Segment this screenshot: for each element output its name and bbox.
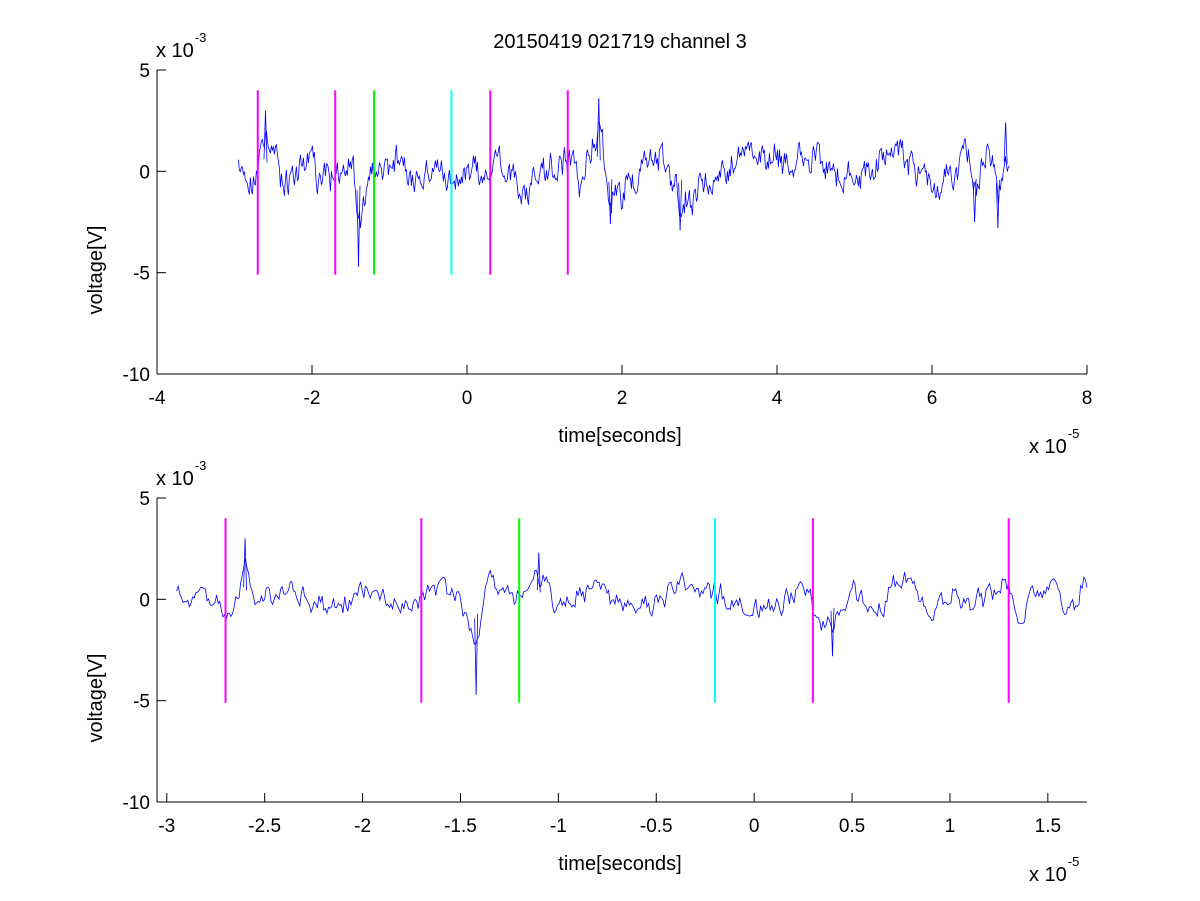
x-exponent-power: -5 <box>1068 426 1080 441</box>
x-tick-label: 1.5 <box>1035 816 1061 837</box>
figure-title: 20150419 021719 channel 3 <box>493 31 747 53</box>
y-tick-label: -5 <box>133 264 150 285</box>
y-tick-label: -10 <box>123 365 150 386</box>
trace-spike <box>608 181 611 225</box>
x-tick-label: -1 <box>550 816 567 837</box>
x-exponent-label: x 10 <box>1029 436 1067 458</box>
x-tick-label: 6 <box>927 388 938 409</box>
x-axis-label: time[seconds] <box>558 853 681 875</box>
x-exponent-label: x 10 <box>1029 864 1067 886</box>
y-tick-label: -5 <box>133 692 150 713</box>
x-tick-label: 4 <box>772 388 783 409</box>
x-tick-label: -2 <box>304 388 321 409</box>
y-axis-label: voltage[V] <box>85 226 107 315</box>
x-tick-label: -3 <box>158 816 175 837</box>
trace-spike <box>609 179 613 225</box>
trace-spike <box>997 179 1000 229</box>
voltage-trace <box>176 558 1088 645</box>
x-tick-label: 0 <box>749 816 760 837</box>
y-tick-label: 0 <box>139 590 150 611</box>
trace-spike <box>1003 122 1007 162</box>
x-tick-label: -2.5 <box>248 816 281 837</box>
y-exponent-label: x 10 <box>156 468 194 490</box>
x-tick-label: 1 <box>945 816 956 837</box>
trace-spike <box>832 607 835 657</box>
trace-spike <box>265 110 268 163</box>
trace-spike <box>830 610 833 657</box>
y-exponent-label: x 10 <box>156 40 194 62</box>
x-tick-label: -1.5 <box>444 816 477 837</box>
x-tick-label: 0.5 <box>839 816 865 837</box>
y-tick-label: -10 <box>123 793 150 814</box>
trace-spike <box>972 181 976 223</box>
y-tick-label: 5 <box>139 489 150 510</box>
x-exponent-power: -5 <box>1068 854 1080 869</box>
trace-spike <box>356 190 359 267</box>
trace-spike <box>474 618 477 695</box>
x-tick-label: 0 <box>462 388 473 409</box>
trace-spike <box>536 552 540 591</box>
y-tick-label: 0 <box>139 162 150 183</box>
trace-spike <box>678 183 681 231</box>
trace-spike <box>358 185 361 267</box>
x-axis-label: time[seconds] <box>558 425 681 447</box>
x-tick-label: 8 <box>1082 388 1093 409</box>
trace-spike <box>263 110 266 160</box>
y-exponent-power: -3 <box>195 30 207 45</box>
trace-spike <box>679 180 683 231</box>
trace-spike <box>244 538 248 591</box>
trace-spike <box>596 98 600 157</box>
trace-spike <box>974 178 977 223</box>
x-tick-label: -2 <box>354 816 371 837</box>
x-tick-label: 2 <box>617 388 628 409</box>
trace-spike <box>475 613 479 695</box>
x-tick-label: -0.5 <box>640 816 673 837</box>
trace-spike <box>243 538 246 588</box>
voltage-trace <box>238 120 1010 228</box>
y-exponent-power: -3 <box>195 458 207 473</box>
trace-spike <box>1005 122 1008 165</box>
y-axis-label: voltage[V] <box>85 654 107 743</box>
x-tick-label: -4 <box>149 388 166 409</box>
trace-spike <box>995 182 999 229</box>
y-tick-label: 5 <box>139 61 150 82</box>
trace-spike <box>538 552 541 593</box>
trace-spike <box>598 98 601 161</box>
